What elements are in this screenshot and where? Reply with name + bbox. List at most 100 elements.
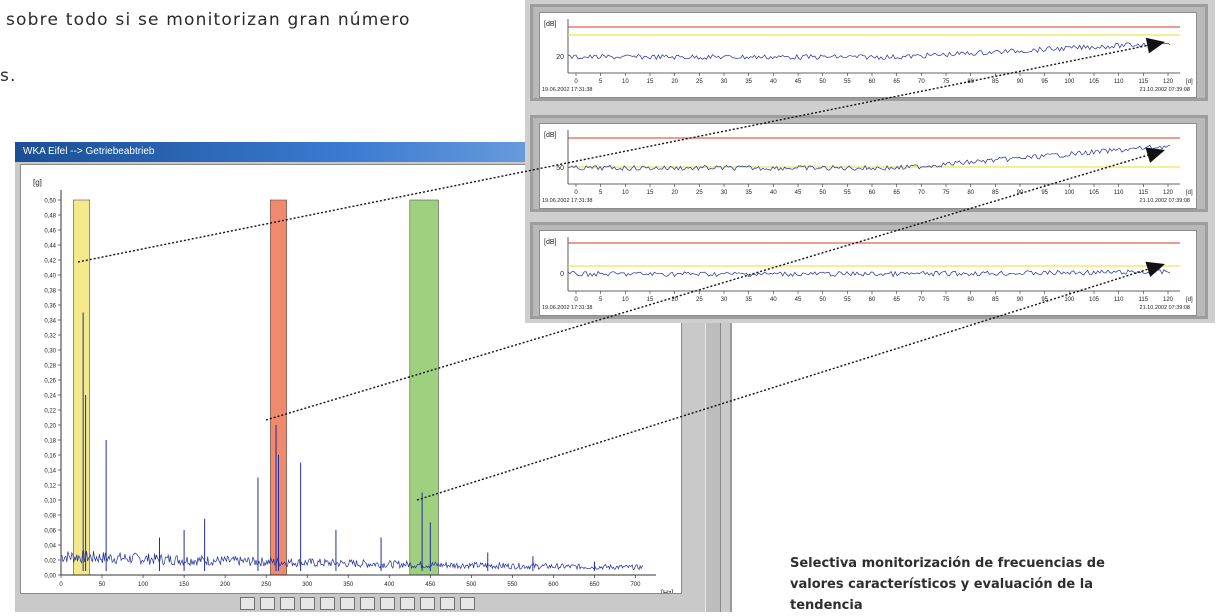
trend-x-tick-label: 15 [647, 190, 654, 196]
y-tick-label: 0,18 [44, 439, 56, 445]
trend-x-tick-label: 80 [967, 79, 974, 85]
pan-icon[interactable] [360, 597, 375, 610]
trend-x-tick-label: 75 [943, 297, 950, 303]
trend-x-tick-label: 60 [869, 190, 876, 196]
spectrum-toolbar [240, 597, 475, 611]
connector-line-2 [265, 152, 1156, 421]
trend-trace [567, 269, 1171, 278]
trend-x-tick-label: 70 [918, 297, 925, 303]
trend-x-tick-label: 20 [671, 297, 678, 303]
trend-x-tick-label: 120 [1163, 190, 1174, 196]
x-tick-label: 300 [302, 582, 313, 588]
y-tick-label: 0,30 [44, 349, 56, 355]
y-tick-label: 0,38 [44, 289, 56, 295]
y-tick-label: 0,28 [44, 364, 56, 370]
trend-panel-2: [dB] 50 0 5 10 15 20 25 30 35 40 45 50 55 60 65 70 75 80 85… [530, 115, 1208, 212]
window-icon[interactable] [460, 597, 475, 610]
trend-x-tick-label: 20 [671, 190, 678, 196]
x-tick-label: 250 [261, 582, 272, 588]
trend-chart-1[interactable]: [dB] 20 0 5 10 15 20 25 30 35 40 45 50 55 60 65 70 75 80 85… [540, 13, 1196, 97]
x-tick-label: 200 [220, 582, 231, 588]
trend-chart-2[interactable]: [dB] 50 0 5 10 15 20 25 30 35 40 45 50 55 60 65 70 75 80 85… [540, 124, 1196, 208]
x-tick-label: 50 [99, 582, 106, 588]
trend-trace [567, 41, 1171, 61]
trend-x-tick-label: 55 [844, 190, 851, 196]
trend-x-tick-label: 55 [844, 79, 851, 85]
trend-x-tick-label: 0 [574, 190, 578, 196]
trend-x-tick-label: 90 [1017, 190, 1024, 196]
caption-line-3: tendencia [790, 598, 863, 613]
caption-line-2: valores característicos y evaluación de … [790, 577, 1093, 592]
trend-y-unit: [dB] [544, 239, 557, 246]
vertical-scrollbar[interactable] [705, 312, 721, 612]
y-tick-label: 0,16 [44, 454, 56, 460]
trend-x-tick-label: 55 [844, 297, 851, 303]
x-tick-label: 0 [59, 582, 63, 588]
next-icon[interactable] [400, 597, 415, 610]
connector-line-1 [77, 43, 1156, 263]
trend-x-tick-label: 100 [1064, 79, 1075, 85]
trend-x-tick-label: 65 [893, 190, 900, 196]
trend-x-tick-label: 40 [770, 79, 777, 85]
y-tick-label: 0,26 [44, 379, 56, 385]
trend-x-tick-label: 100 [1064, 190, 1075, 196]
trend-x-tick-label: 10 [622, 190, 629, 196]
intro-text-line-1: sobre todo si se monitorizan gran número [6, 10, 411, 30]
trend-chart-3[interactable]: [dB] 0 0 5 10 15 20 25 30 35 40 45 50 55 60 65 70 75 80 85 9… [540, 231, 1196, 315]
y-tick-label: 0,34 [44, 319, 56, 325]
trend-x-tick-label: 10 [622, 79, 629, 85]
trend-x-tick-label: 50 [819, 79, 826, 85]
trend-x-tick-label: 90 [1017, 79, 1024, 85]
trend-x-tick-label: 85 [992, 79, 999, 85]
table-icon[interactable] [440, 597, 455, 610]
zoom-in-icon[interactable] [280, 597, 295, 610]
y-tick-label: 0,24 [44, 394, 56, 400]
y-tick-label: 0,02 [44, 559, 56, 565]
trend-start-time: 19.06.2002 17:31:38 [542, 198, 592, 204]
trend-x-tick-label: 45 [795, 297, 802, 303]
spectrum-chart: [g][Hz]0,000,020,040,060,080,100,120,140… [33, 178, 674, 597]
spectrum-trace [60, 550, 644, 571]
trend-x-tick-label: 20 [671, 79, 678, 85]
cursor-icon[interactable] [320, 597, 335, 610]
x-tick-label: 650 [589, 582, 600, 588]
trend-y-tick-label: 20 [556, 54, 564, 61]
trend-panel-1: [dB] 20 0 5 10 15 20 25 30 35 40 45 50 55 60 65 70 75 80 85… [530, 4, 1208, 101]
trend-x-tick-label: 80 [967, 190, 974, 196]
trend-start-time: 19.06.2002 17:31:38 [542, 305, 592, 311]
pointer-icon[interactable] [240, 597, 255, 610]
y-tick-label: 0,06 [44, 529, 56, 535]
y-unit-label: [g] [33, 178, 42, 187]
y-tick-label: 0,48 [44, 214, 56, 220]
fit-icon[interactable] [260, 597, 275, 610]
trend-x-tick-label: 25 [696, 79, 703, 85]
trend-x-unit: [d] [1186, 79, 1193, 85]
x-tick-label: 700 [630, 582, 641, 588]
trend-x-tick-label: 95 [1041, 79, 1048, 85]
x-tick-label: 150 [179, 582, 190, 588]
trend-x-tick-label: 15 [647, 79, 654, 85]
trend-x-tick-label: 65 [893, 79, 900, 85]
trend-x-tick-label: 75 [943, 190, 950, 196]
connector-arrowhead-1 [1145, 37, 1165, 54]
prev-icon[interactable] [380, 597, 395, 610]
intro-text-line-2: s. [0, 66, 17, 86]
trend-x-tick-label: 30 [721, 190, 728, 196]
grid-icon[interactable] [420, 597, 435, 610]
trend-x-tick-label: 115 [1139, 79, 1149, 85]
caption-line-1: Selectiva monitorización de frecuencias … [790, 556, 1105, 571]
trend-x-tick-label: 100 [1064, 297, 1075, 303]
y-tick-label: 0,22 [44, 409, 56, 415]
trend-x-tick-label: 105 [1089, 297, 1100, 303]
trend-x-tick-label: 65 [893, 297, 900, 303]
trend-x-tick-label: 40 [770, 190, 777, 196]
trend-x-tick-label: 35 [745, 79, 752, 85]
measure-icon[interactable] [340, 597, 355, 610]
trend-x-tick-label: 50 [819, 190, 826, 196]
zoom-out-icon[interactable] [300, 597, 315, 610]
trend-x-tick-label: 50 [819, 297, 826, 303]
trend-x-tick-label: 25 [696, 190, 703, 196]
trend-x-tick-label: 115 [1139, 297, 1149, 303]
trend-x-tick-label: 75 [943, 79, 950, 85]
